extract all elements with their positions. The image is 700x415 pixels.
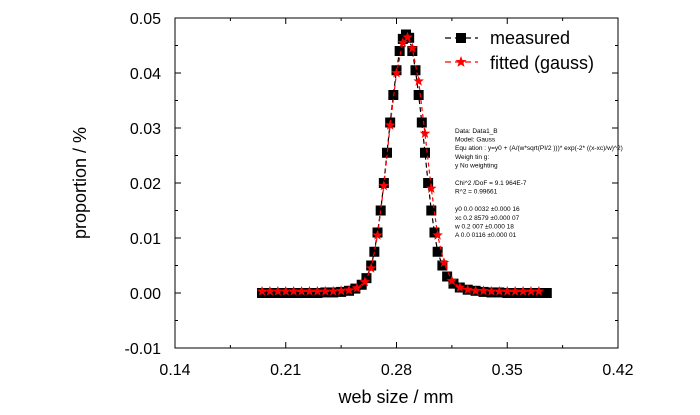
- data-point-measured: [423, 178, 434, 188]
- series-fitted: [256, 31, 545, 296]
- axis-ticks: [174, 17, 619, 349]
- data-point-fitted: [533, 285, 545, 296]
- x-tick-label: 0.35: [492, 362, 523, 379]
- legend-label-fitted: fitted (gauss): [490, 53, 594, 73]
- annotation-line: y0 0.0 0032 ±0.000 16: [455, 206, 520, 213]
- data-point-fitted: [502, 285, 513, 296]
- y-tick-label: 0.00: [130, 286, 161, 303]
- y-tick-label: 0.04: [130, 66, 161, 83]
- data-point-fitted: [426, 183, 437, 193]
- data-point-measured: [394, 46, 405, 56]
- annotation-line: Equ ation : y=y0 + (A/(w*sqrt(PI/2 )))* …: [455, 145, 623, 152]
- data-point-fitted: [320, 285, 331, 296]
- annotation-line: Weigh tin g:: [455, 154, 489, 161]
- data-point-fitted: [478, 285, 489, 296]
- data-point-fitted: [288, 285, 299, 296]
- data-point-fitted: [419, 128, 431, 138]
- x-tick-label: 0.28: [381, 362, 412, 379]
- x-tick-label: 0.42: [602, 362, 633, 379]
- data-point-fitted: [372, 229, 383, 240]
- legend: measured fitted (gauss): [445, 28, 594, 73]
- x-tick-label: 0.21: [270, 362, 301, 379]
- data-point-fitted: [312, 285, 323, 296]
- x-axis-title: web size / mm: [337, 387, 453, 407]
- data-point-fitted: [438, 257, 450, 268]
- data-point-measured: [426, 205, 437, 216]
- data-point-measured: [361, 273, 372, 284]
- data-point-fitted: [407, 42, 418, 53]
- legend-label-measured: measured: [490, 28, 570, 48]
- data-point-measured: [429, 227, 440, 238]
- data-point-fitted: [351, 282, 363, 293]
- annotation-line: Chi^2 /DoF = 9.1 964E-7: [455, 180, 527, 187]
- data-point-measured: [442, 271, 453, 282]
- annotation-line: Data: Data1_B: [455, 128, 498, 135]
- data-point-fitted: [365, 262, 377, 273]
- data-point-fitted: [432, 229, 443, 240]
- tick-labels: 0.14 0.21 0.28 0.35 0.42 0.05 0.04 0.03 0.02 0.01…: [125, 11, 634, 379]
- series-layer: [256, 29, 552, 298]
- data-point-fitted: [264, 285, 276, 296]
- data-point-fitted: [378, 180, 390, 191]
- data-point-fitted: [397, 37, 409, 48]
- data-point-measured: [369, 246, 380, 257]
- y-tick-label: 0.01: [130, 231, 161, 248]
- data-point-fitted: [454, 282, 466, 292]
- data-point-fitted: [280, 285, 291, 296]
- data-point-fitted: [343, 284, 355, 295]
- data-point-fitted: [272, 285, 284, 296]
- legend-marker-fitted: [455, 56, 467, 67]
- legend-marker-measured: [456, 33, 466, 43]
- y-tick-label: -0.01: [125, 341, 162, 358]
- data-point-fitted: [335, 285, 347, 296]
- series-line: [262, 33, 547, 294]
- data-point-fitted: [525, 285, 537, 296]
- data-point-fitted: [446, 275, 458, 286]
- data-point-fitted: [384, 119, 396, 130]
- annotation-line: w 0.2 007 ±0.000 18: [454, 223, 514, 230]
- annotation-line: A 0.0 0116 ±0.000 01: [455, 232, 517, 239]
- data-point-fitted: [327, 285, 339, 296]
- data-point-measured: [419, 147, 430, 158]
- y-axis-title: proportion / %: [70, 127, 90, 239]
- annotation-line: xc 0.2 8579 ±0.000 07: [455, 215, 520, 222]
- data-point-measured: [410, 65, 421, 76]
- annotation-line: R^2 = 0.99661: [455, 189, 498, 196]
- data-point-fitted: [462, 284, 473, 295]
- data-point-fitted: [296, 285, 307, 296]
- data-point-fitted: [413, 75, 424, 86]
- annotation-line: Model: Gauss: [455, 137, 496, 144]
- data-point-fitted: [509, 285, 521, 296]
- annotation-line: y No weighting: [455, 162, 498, 169]
- data-point-fitted: [494, 285, 505, 296]
- data-point-measured: [382, 147, 393, 158]
- y-tick-label: 0.05: [130, 11, 161, 28]
- data-point-fitted: [256, 285, 268, 296]
- data-point-fitted: [517, 285, 529, 296]
- data-point-fitted: [359, 276, 371, 287]
- y-tick-label: 0.03: [130, 121, 161, 138]
- data-point-measured: [413, 90, 424, 100]
- data-point-fitted: [402, 31, 413, 42]
- data-point-fitted: [391, 67, 402, 78]
- data-point-measured: [407, 46, 418, 56]
- data-point-measured: [416, 117, 427, 128]
- data-point-measured: [541, 288, 552, 298]
- y-tick-label: 0.02: [130, 176, 161, 193]
- data-point-fitted: [304, 285, 315, 296]
- x-tick-label: 0.14: [159, 362, 190, 379]
- data-point-measured: [432, 246, 443, 257]
- data-point-fitted: [486, 285, 497, 296]
- data-point-fitted: [470, 285, 481, 296]
